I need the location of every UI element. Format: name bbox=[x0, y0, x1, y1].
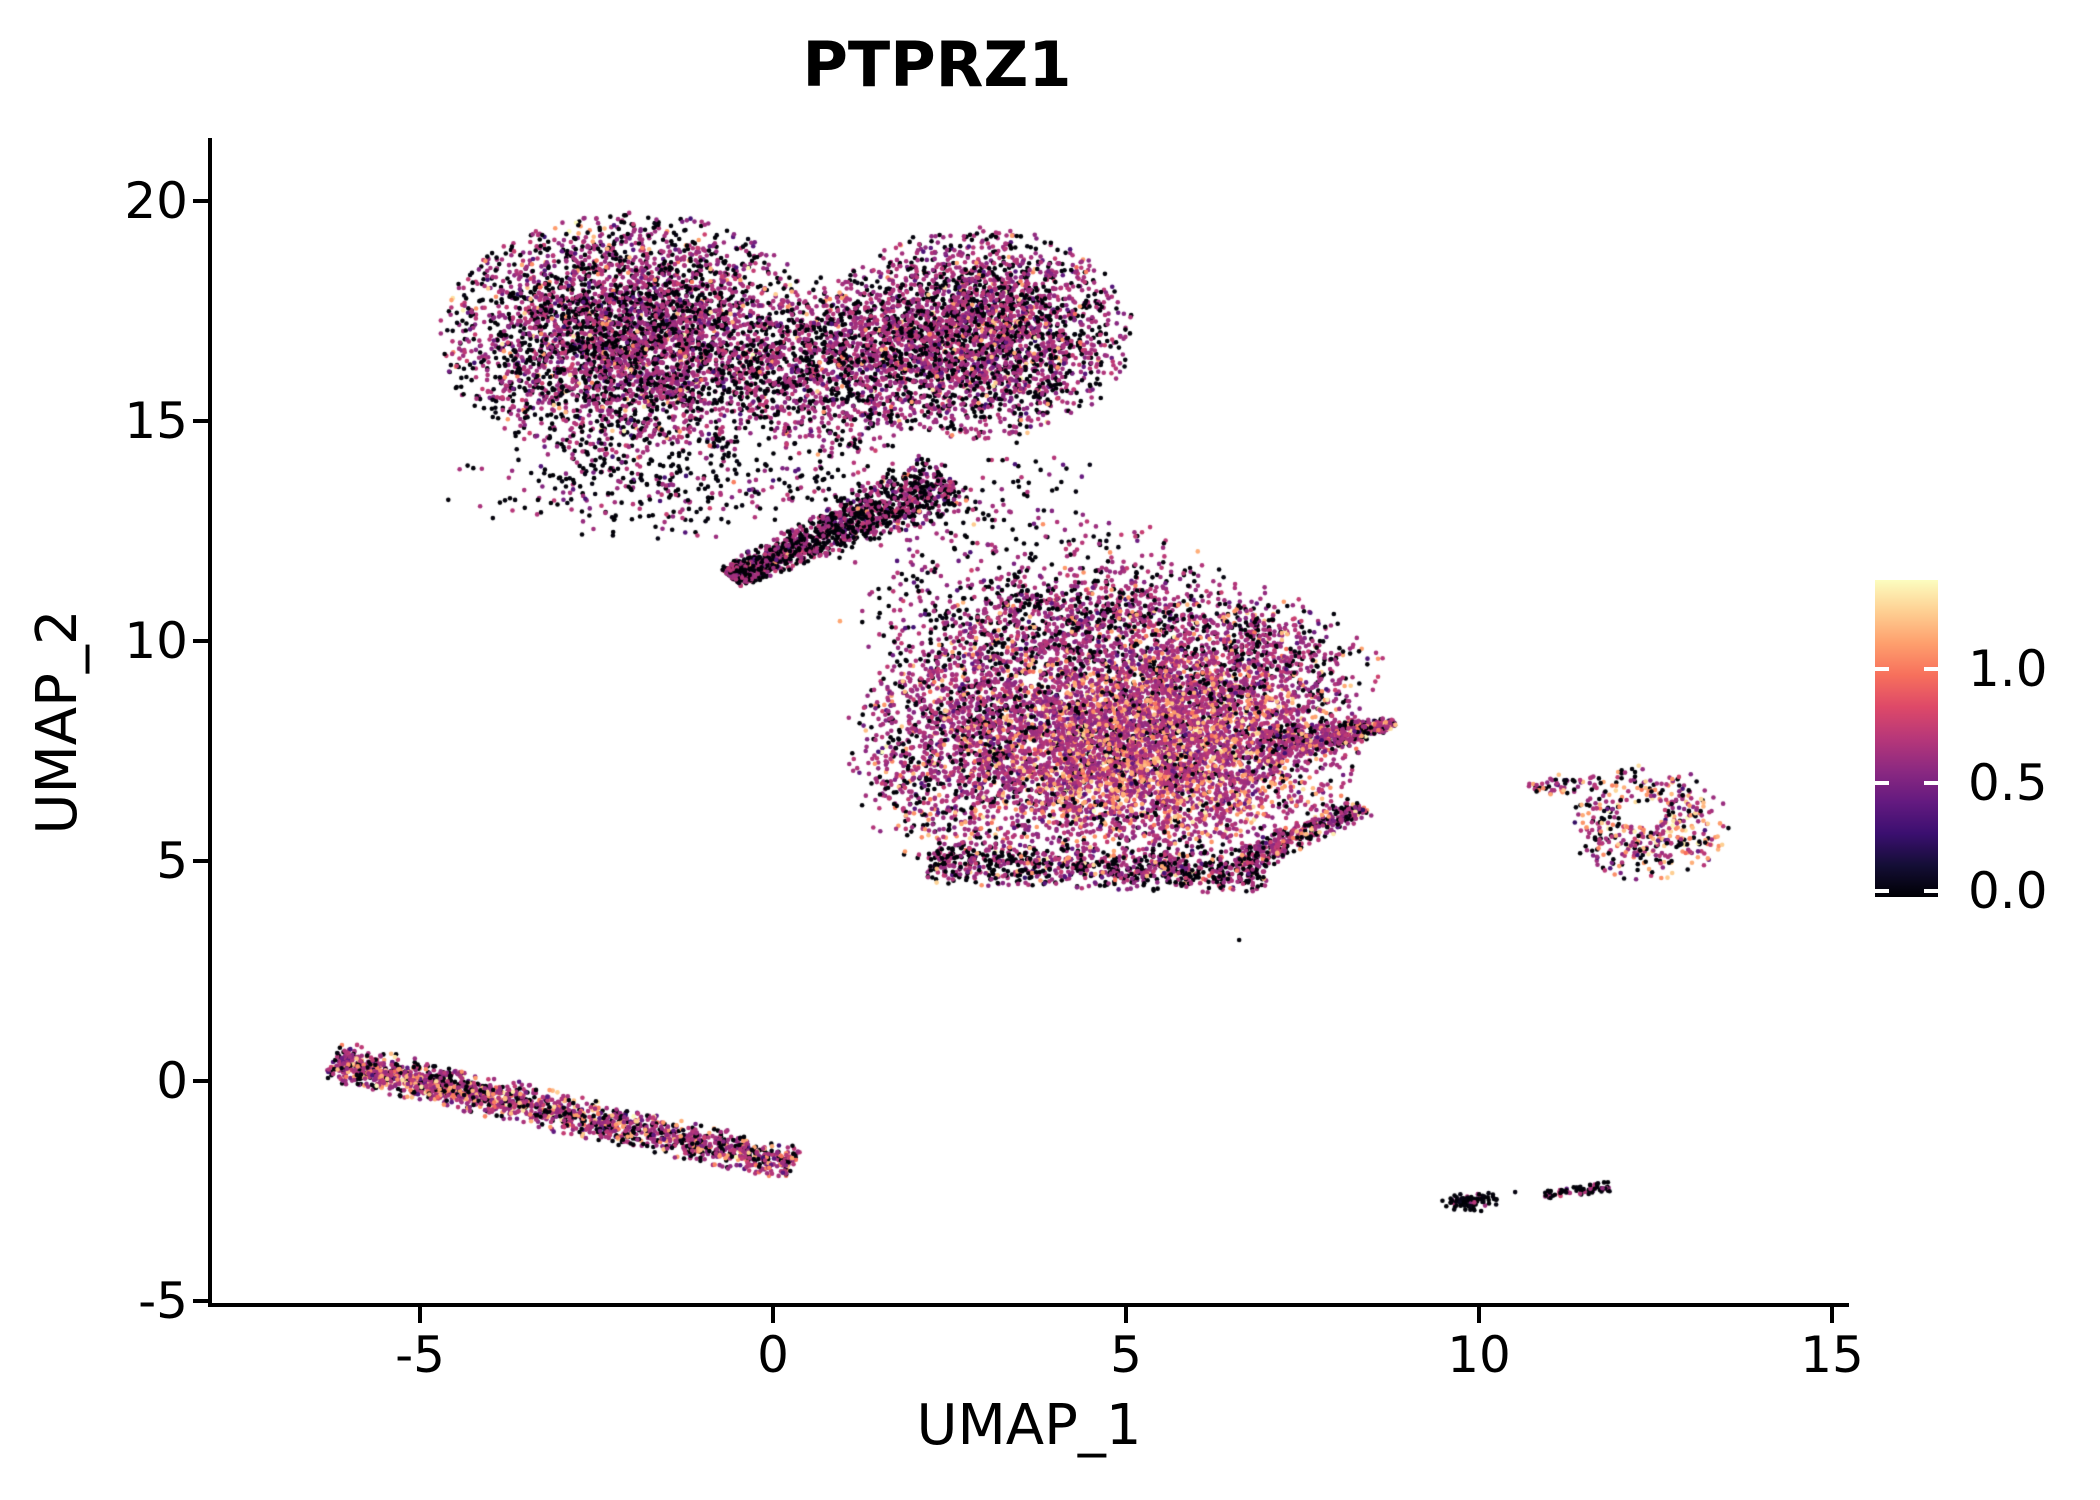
y-tick-mark bbox=[193, 419, 208, 423]
y-tick-mark bbox=[193, 199, 208, 203]
y-tick-label: 15 bbox=[124, 392, 188, 450]
x-tick-mark bbox=[418, 1307, 422, 1323]
x-tick-label: 15 bbox=[1800, 1326, 1864, 1384]
colorbar-tick-label: 0.0 bbox=[1968, 862, 2048, 920]
colorbar-tick-mark bbox=[1924, 889, 1938, 893]
colorbar-tick-mark bbox=[1875, 889, 1889, 893]
y-tick-label: -5 bbox=[138, 1272, 188, 1330]
y-axis-label: UMAP_2 bbox=[25, 609, 90, 835]
y-tick-label: 0 bbox=[156, 1052, 188, 1110]
x-tick-mark bbox=[771, 1307, 775, 1323]
x-tick-mark bbox=[1830, 1307, 1834, 1323]
x-axis-label: UMAP_1 bbox=[916, 1393, 1142, 1458]
y-tick-label: 10 bbox=[124, 612, 188, 670]
colorbar-tick-mark bbox=[1924, 666, 1938, 671]
colorbar-tick-mark bbox=[1924, 780, 1938, 785]
colorbar-gradient bbox=[1875, 580, 1938, 897]
plot-title: PTPRZ1 bbox=[802, 28, 1072, 101]
colorbar-tick-label: 0.5 bbox=[1968, 753, 2048, 812]
colorbar-tick-mark bbox=[1875, 780, 1889, 785]
y-tick-label: 20 bbox=[124, 172, 188, 230]
x-tick-label: 0 bbox=[757, 1326, 789, 1384]
y-tick-mark bbox=[193, 1299, 208, 1303]
x-tick-label: 5 bbox=[1110, 1326, 1142, 1384]
colorbar-tick-mark bbox=[1875, 666, 1889, 671]
y-tick-mark bbox=[193, 1079, 208, 1083]
x-tick-label: 10 bbox=[1447, 1326, 1511, 1384]
x-axis-spine bbox=[208, 1303, 1849, 1307]
x-tick-label: -5 bbox=[395, 1326, 445, 1384]
x-tick-mark bbox=[1477, 1307, 1481, 1323]
y-axis-spine bbox=[208, 138, 212, 1307]
y-tick-label: 5 bbox=[156, 832, 188, 890]
colorbar-tick-label: 1.0 bbox=[1968, 639, 2048, 698]
x-tick-mark bbox=[1124, 1307, 1128, 1323]
y-tick-mark bbox=[193, 859, 208, 863]
y-tick-mark bbox=[193, 639, 208, 643]
